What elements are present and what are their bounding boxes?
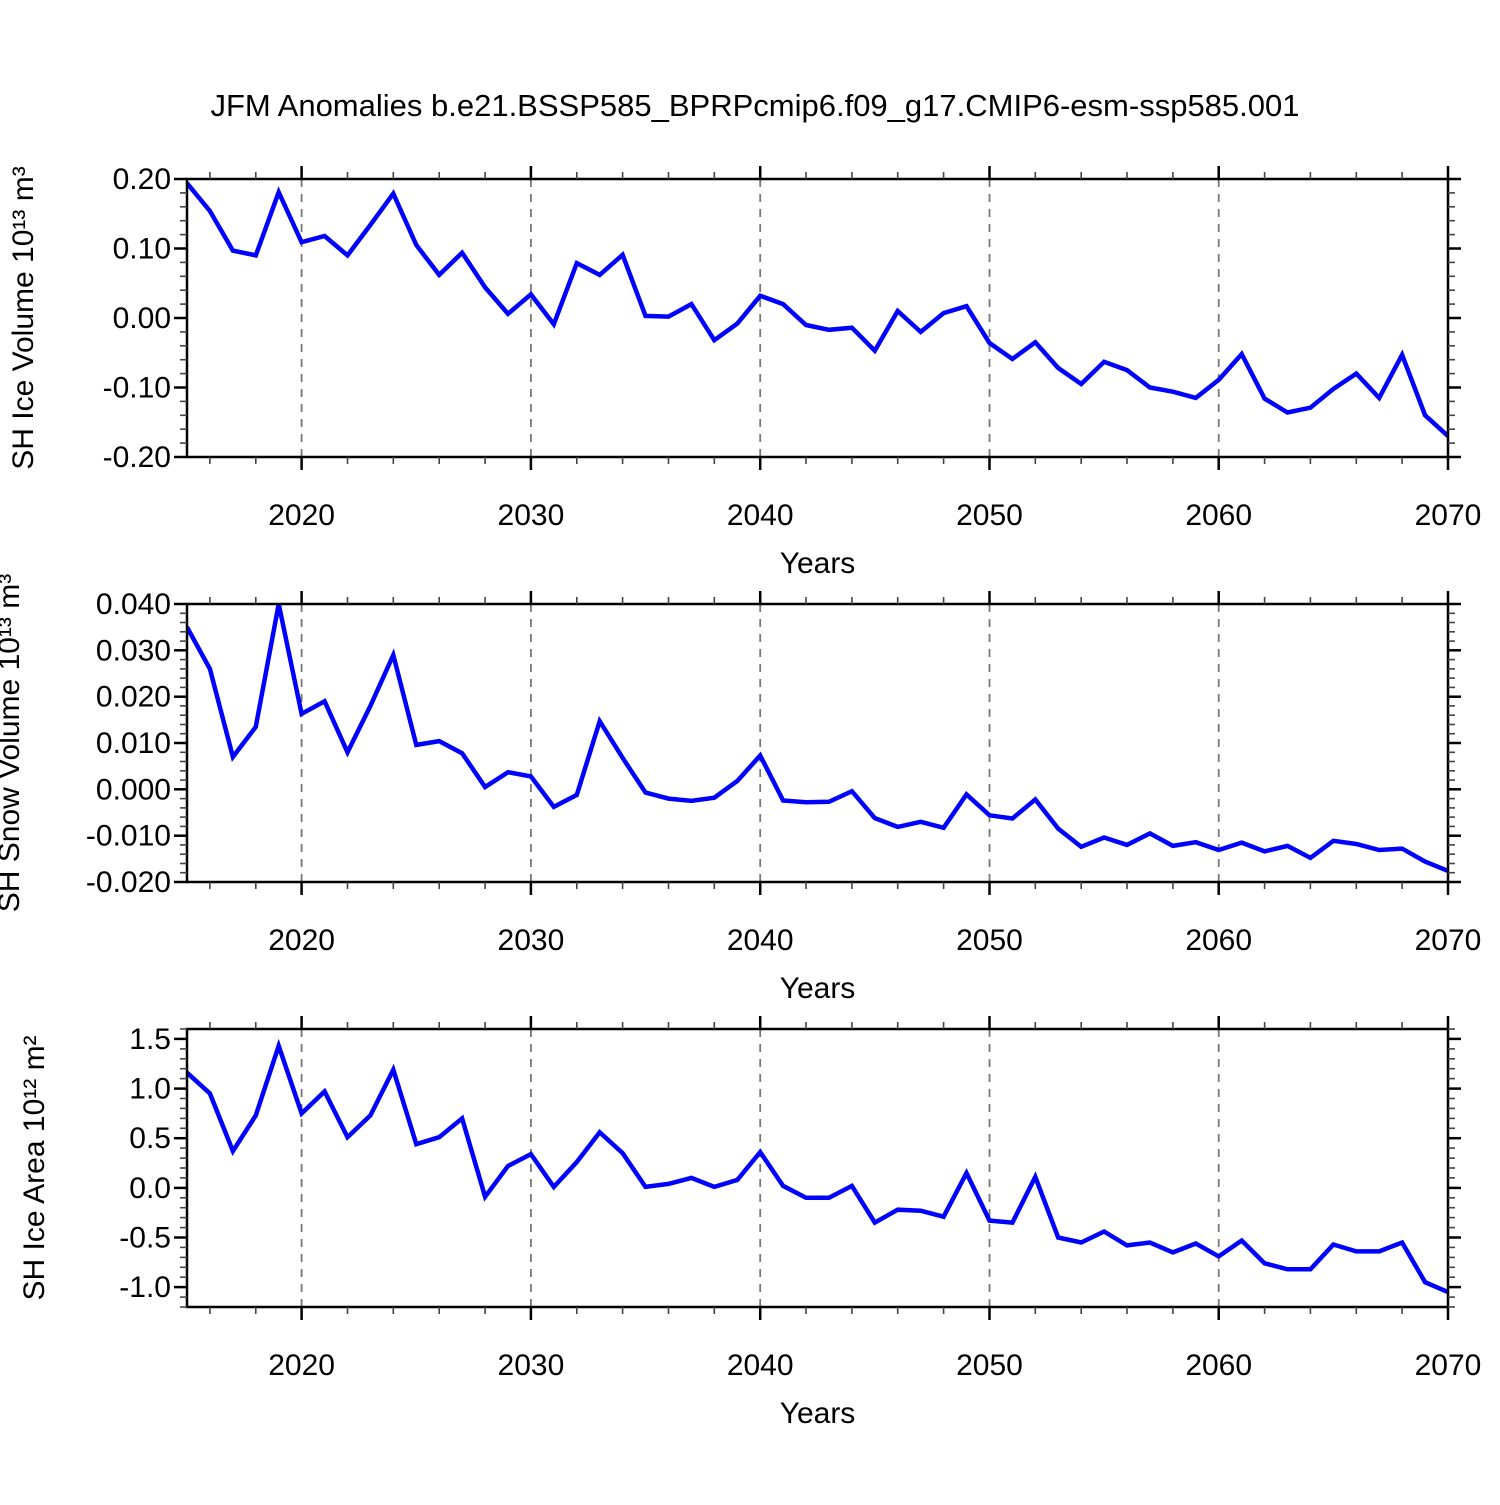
y-tick-label: -1.0 (119, 1271, 171, 1304)
x-tick-label: 2030 (498, 924, 565, 957)
y-tick-label: -0.5 (119, 1222, 171, 1255)
x-tick-label: 2060 (1185, 499, 1252, 532)
y-axis-title: SH Snow Volume 10¹³ m³ (0, 574, 26, 912)
x-axis-title: Years (780, 1397, 856, 1430)
x-tick-label: 2030 (498, 499, 565, 532)
y-tick-label: 0.030 (96, 634, 171, 667)
x-tick-label: 2060 (1185, 924, 1252, 957)
data-line (187, 1038, 1448, 1295)
data-line (187, 604, 1448, 873)
y-tick-label: 1.5 (129, 1023, 171, 1056)
x-tick-label: 2060 (1185, 1349, 1252, 1382)
x-tick-label: 2070 (1415, 499, 1482, 532)
y-tick-label: 0.010 (96, 727, 171, 760)
x-tick-label: 2020 (268, 499, 335, 532)
plot-frame (185, 602, 1450, 884)
panel-2: 2020 2030 2040 2050 2060 2070 0.040 0.030 0.020 0… (0, 574, 1481, 1005)
panel-3: 2020 2030 2040 2050 2060 2070 1.5 1.0 0.5 0.0 -0.5… (18, 1016, 1481, 1430)
y-tick-label: -0.020 (86, 866, 171, 899)
x-tick-label: 2040 (727, 499, 794, 532)
panel-1: 2020 2030 2040 2050 2060 2070 0.20 0.10 0.00 -0.1… (7, 163, 1481, 580)
y-tick-label: -0.010 (86, 820, 171, 853)
panels-group: 2020 2030 2040 2050 2060 2070 0.20 0.10 0.00 -0.1… (0, 163, 1481, 1430)
y-tick-label: -0.10 (103, 372, 171, 405)
y-tick-label: 0.0 (129, 1172, 171, 1205)
data-line (187, 181, 1448, 438)
x-tick-label: 2070 (1415, 1349, 1482, 1382)
y-tick-label: 0.020 (96, 681, 171, 714)
x-tick-label: 2020 (268, 1349, 335, 1382)
x-tick-label: 2050 (956, 924, 1023, 957)
x-tick-label: 2070 (1415, 924, 1482, 957)
x-tick-label: 2050 (956, 1349, 1023, 1382)
y-axis-title: SH Ice Area 10¹² m² (18, 1035, 51, 1300)
y-tick-label: 0.5 (129, 1122, 171, 1155)
x-axis-title: Years (780, 972, 856, 1005)
y-tick-label: 0.00 (113, 302, 171, 335)
y-tick-label: 0.20 (113, 163, 171, 196)
x-tick-label: 2020 (268, 924, 335, 957)
y-tick-label: 1.0 (129, 1073, 171, 1106)
y-tick-label: 0.10 (113, 233, 171, 266)
plot-frame (185, 1027, 1450, 1309)
x-tick-label: 2040 (727, 1349, 794, 1382)
x-tick-label: 2040 (727, 924, 794, 957)
y-axis-title: SH Ice Volume 10¹³ m³ (7, 166, 40, 469)
y-tick-label: 0.000 (96, 773, 171, 806)
x-tick-label: 2050 (956, 499, 1023, 532)
figure-title: JFM Anomalies b.e21.BSSP585_BPRPcmip6.f0… (210, 88, 1299, 123)
y-tick-label: -0.20 (103, 441, 171, 474)
y-tick-label: 0.040 (96, 588, 171, 621)
x-axis-title: Years (780, 547, 856, 580)
x-tick-label: 2030 (498, 1349, 565, 1382)
